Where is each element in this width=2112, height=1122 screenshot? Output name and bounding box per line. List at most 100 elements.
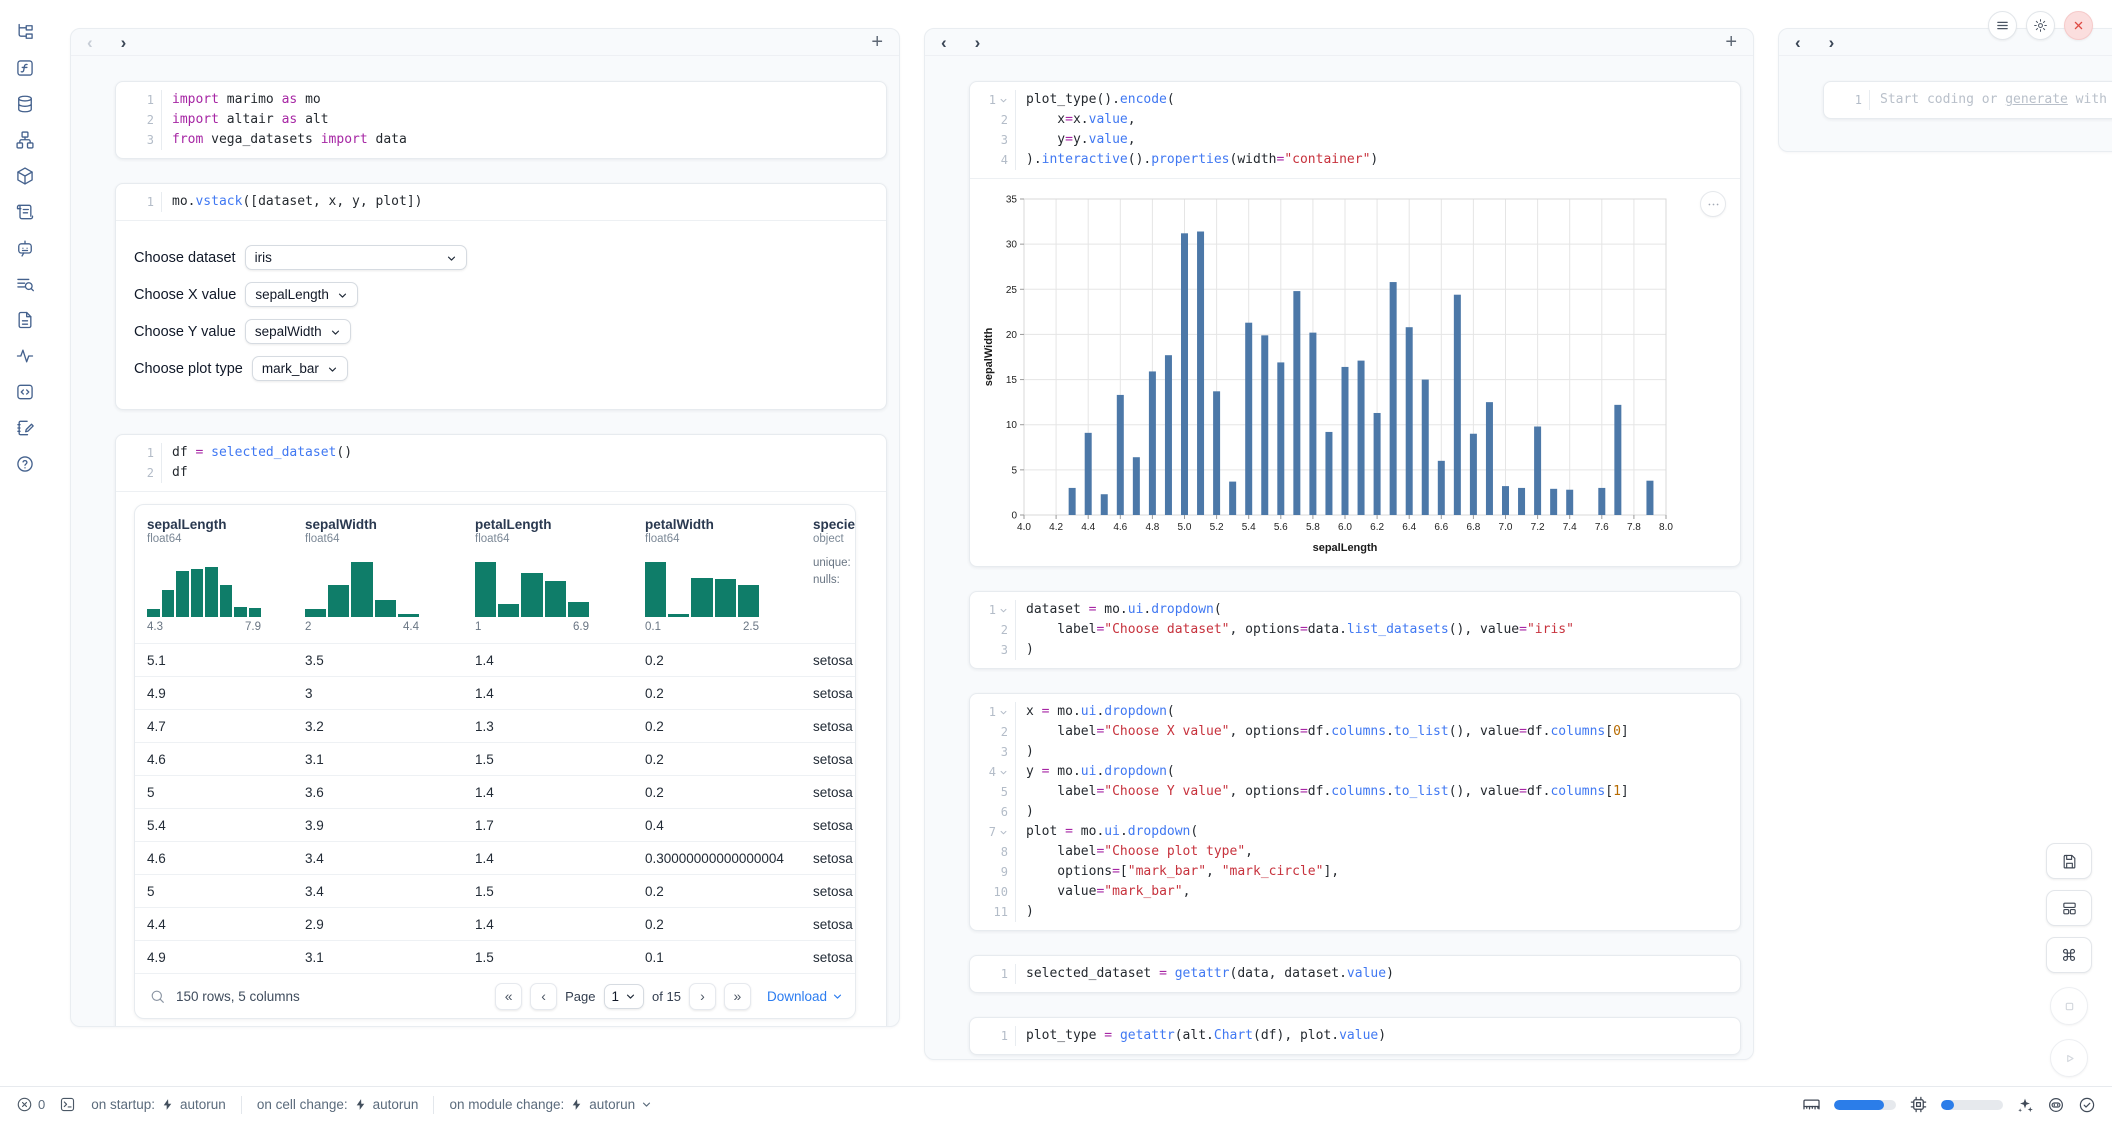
code-line: 11) — [970, 902, 1740, 922]
table-row[interactable]: 53.41.50.2setosa — [135, 874, 855, 907]
sidebar-item-notebook-pen[interactable] — [15, 418, 35, 438]
column-histogram — [475, 557, 589, 617]
code-editor[interactable]: 1dataset = mo.ui.dropdown(2 label="Choos… — [970, 592, 1740, 668]
first-page-button[interactable]: « — [495, 983, 522, 1010]
chart-menu-button[interactable] — [1700, 191, 1726, 217]
code-editor[interactable]: 1selected_dataset = getattr(data, datase… — [970, 956, 1740, 992]
table-cell: 3.6 — [293, 785, 463, 800]
dataset-select[interactable]: iris — [245, 245, 467, 270]
move-column-right-button[interactable]: › — [121, 34, 127, 51]
move-column-right-button[interactable]: › — [975, 34, 981, 51]
column-header-sepalLength[interactable]: sepalLengthfloat644.37.9 — [135, 517, 293, 643]
x-value-select[interactable]: sepalLength — [245, 282, 358, 307]
code-editor[interactable]: 1plot_type().encode(2 x=x.value,3 y=y.va… — [970, 82, 1740, 178]
table-row[interactable]: 4.42.91.40.2setosa — [135, 907, 855, 940]
column-header-petalLength[interactable]: petalLengthfloat6416.9 — [463, 517, 633, 643]
layout-button[interactable] — [2046, 890, 2092, 926]
sidebar-item-package[interactable] — [15, 166, 35, 186]
code-editor[interactable]: 1df = selected_dataset()2df — [116, 435, 886, 491]
code-line: 1import marimo as mo — [116, 90, 886, 110]
sidebar-item-database[interactable] — [15, 94, 35, 114]
move-column-left-button[interactable]: ‹ — [1795, 34, 1801, 51]
last-page-button[interactable]: » — [724, 983, 751, 1010]
sidebar-item-code-square[interactable] — [15, 382, 35, 402]
chev-down-icon — [999, 708, 1008, 717]
sidebar-item-list-search[interactable] — [15, 274, 35, 294]
line-number: 1 — [970, 600, 1016, 620]
column-header-species[interactable]: speciesobjectunique:nulls: — [801, 517, 856, 643]
fold-toggle[interactable] — [999, 762, 1008, 782]
sidebar-item-function-square[interactable] — [15, 58, 35, 78]
errors-button[interactable]: 0 — [16, 1096, 45, 1113]
close-button[interactable] — [2064, 11, 2093, 40]
code-editor[interactable]: 1Start coding or generate with AI — [1824, 82, 2112, 118]
prev-page-button[interactable]: ‹ — [530, 983, 557, 1010]
run-config-item[interactable]: on module change:autorun — [434, 1097, 667, 1112]
column-header-sepalWidth[interactable]: sepalWidthfloat6424.4 — [293, 517, 463, 643]
command-palette-button[interactable]: ⌘ — [2046, 937, 2092, 973]
next-page-button[interactable]: › — [689, 983, 716, 1010]
sidebar-item-workflow[interactable] — [15, 130, 35, 150]
fold-toggle[interactable] — [999, 600, 1008, 620]
run-config-label: on startup: — [91, 1097, 155, 1112]
table-row[interactable]: 4.931.40.2setosa — [135, 676, 855, 709]
table-cell: 1.4 — [463, 653, 633, 668]
page-select[interactable]: 1 — [604, 984, 645, 1009]
download-button[interactable]: Download — [767, 989, 843, 1004]
fold-toggle[interactable] — [999, 702, 1008, 722]
generate-link[interactable]: generate — [2005, 92, 2068, 107]
run-config-item[interactable]: on cell change:autorun — [242, 1097, 434, 1112]
sidebar-item-scroll-text[interactable] — [15, 202, 35, 222]
code-editor[interactable]: 1x = mo.ui.dropdown(2 label="Choose X va… — [970, 694, 1740, 930]
table-row[interactable]: 4.73.21.30.2setosa — [135, 709, 855, 742]
table-row[interactable]: 5.13.51.40.2setosa — [135, 643, 855, 676]
layout-rows-icon — [2061, 900, 2078, 917]
fold-toggle[interactable] — [999, 90, 1008, 110]
table-cell: setosa — [801, 785, 856, 800]
run-config-item[interactable]: on startup:autorun — [76, 1097, 241, 1112]
svg-text:0: 0 — [1011, 511, 1017, 522]
table-row[interactable]: 4.93.11.50.1setosa — [135, 940, 855, 973]
table-row[interactable]: 4.63.41.40.30000000000000004setosa — [135, 841, 855, 874]
code-editor[interactable]: 1import marimo as mo2import altair as al… — [116, 82, 886, 158]
sidebar-item-help-circle[interactable] — [15, 454, 35, 474]
search-button[interactable] — [149, 988, 166, 1005]
sidebar-item-file-tree[interactable] — [15, 22, 35, 42]
terminal-button[interactable] — [59, 1096, 76, 1113]
sidebar-item-activity[interactable] — [15, 346, 35, 366]
column-panel-3: ‹ › 1Start coding or generate with AI — [1778, 28, 2112, 152]
settings-button[interactable] — [2026, 11, 2055, 40]
table-row[interactable]: 5.43.91.70.4setosa — [135, 808, 855, 841]
table-summary: 150 rows, 5 columns — [176, 989, 300, 1004]
plot-type-select[interactable]: mark_bar — [252, 356, 348, 381]
fold-toggle[interactable] — [999, 822, 1008, 842]
move-column-left-button[interactable]: ‹ — [87, 34, 93, 51]
table-row[interactable]: 53.61.40.2setosa — [135, 775, 855, 808]
save-button[interactable] — [2046, 843, 2092, 879]
copilot-button[interactable] — [2047, 1096, 2065, 1114]
table-cell: 1.5 — [463, 884, 633, 899]
add-column-button[interactable]: + — [871, 32, 883, 52]
add-column-button[interactable]: + — [1725, 32, 1737, 52]
code-editor[interactable]: 1plot_type = getattr(alt.Chart(df), plot… — [970, 1018, 1740, 1054]
run-button[interactable] — [2050, 1039, 2088, 1077]
table-cell: 0.2 — [633, 719, 801, 734]
sidebar-item-file-text[interactable] — [15, 310, 35, 330]
y-value-select[interactable]: sepalWidth — [245, 319, 351, 344]
svg-text:10: 10 — [1006, 420, 1018, 431]
connection-status-button[interactable] — [2078, 1096, 2096, 1114]
sidebar-item-bot-message[interactable] — [15, 238, 35, 258]
scroll-text-icon — [15, 202, 35, 222]
table-row[interactable]: 4.63.11.50.2setosa — [135, 742, 855, 775]
move-column-right-button[interactable]: › — [1829, 34, 1835, 51]
stop-button[interactable] — [2050, 987, 2088, 1025]
code-editor[interactable]: 1mo.vstack([dataset, x, y, plot]) — [116, 184, 886, 220]
line-number: 2 — [116, 110, 162, 130]
menu-button[interactable] — [1988, 11, 2017, 40]
column-header-petalWidth[interactable]: petalWidthfloat640.12.5 — [633, 517, 801, 643]
ai-sparkles-button[interactable] — [2016, 1096, 2034, 1114]
bar-chart[interactable]: 4.04.24.44.64.85.05.25.45.65.86.06.26.46… — [980, 187, 1680, 559]
table-cell: setosa — [801, 950, 856, 965]
table-cell: 1.5 — [463, 752, 633, 767]
move-column-left-button[interactable]: ‹ — [941, 34, 947, 51]
